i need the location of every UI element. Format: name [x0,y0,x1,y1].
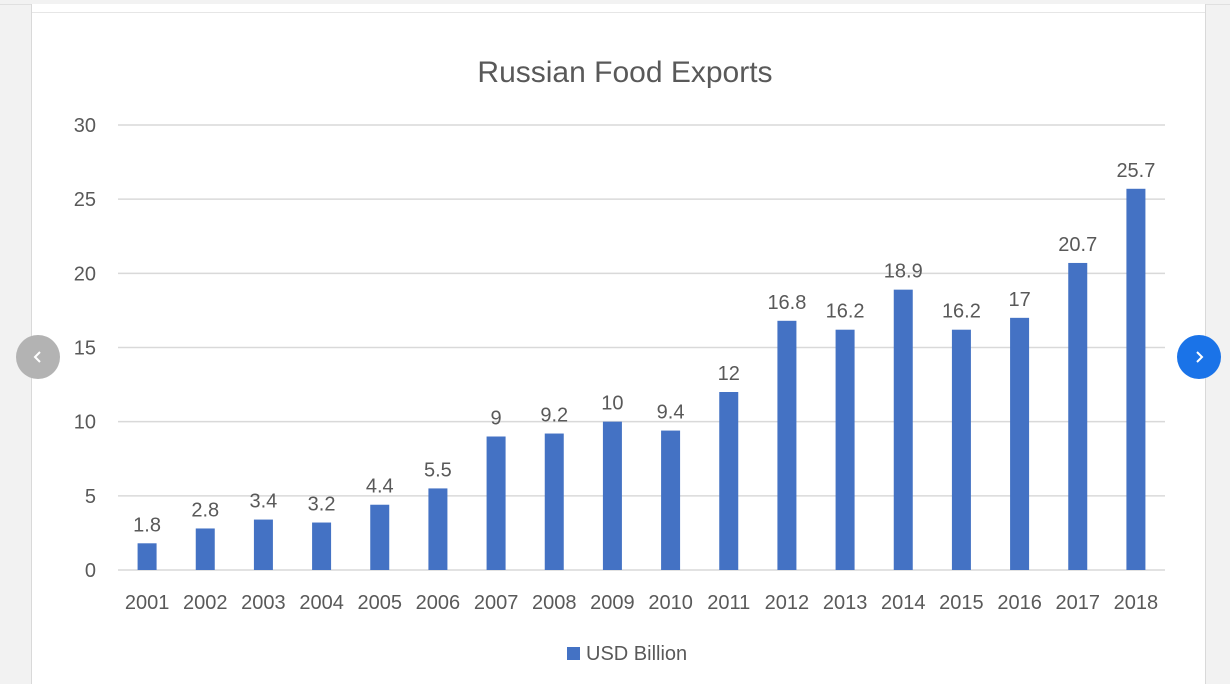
bar-2004 [312,522,332,570]
data-labels: 1.8 2.8 3.4 3.2 4.4 5.5 9 9.2 10 9.4 12 16.8 16.2 18.… [133,160,1155,537]
bar-2016 [1010,317,1030,570]
chart-title: Russian Food Exports [477,56,772,89]
y-tick-label: 20 [74,263,96,285]
x-tick-label-2018: 2018 [1114,592,1159,614]
x-tick-label-2014: 2014 [881,592,926,614]
data-label-2013: 16.2 [826,301,865,323]
x-tick-label-2001: 2001 [125,592,170,614]
data-label-2007: 9 [491,408,502,430]
y-tick-label: 0 [85,560,96,582]
bar-2013 [835,329,855,570]
data-label-2002: 2.8 [191,499,219,521]
data-label-2009: 10 [601,393,623,415]
x-tick-label-2015: 2015 [939,592,984,614]
x-tick-label-2005: 2005 [358,592,403,614]
gridlines [118,124,1165,571]
bar-2014 [893,289,913,570]
bar-2001 [137,543,157,570]
x-axis-ticks: 2001 2002 2003 2004 2005 2006 2007 2008 2009 2010… [125,592,1158,614]
bar-2017 [1068,262,1088,570]
data-label-2001: 1.8 [133,514,161,536]
y-tick-label: 10 [74,412,96,434]
chevron-left-icon [33,351,41,363]
bar-2007 [486,436,506,570]
data-label-2006: 5.5 [424,459,452,481]
data-label-2018: 25.7 [1116,160,1155,182]
data-label-2016: 17 [1008,289,1030,311]
bar-2008 [544,433,564,570]
x-tick-label-2002: 2002 [183,592,228,614]
bar-2018 [1126,188,1146,571]
y-axis-ticks: 0 5 10 15 20 25 30 [74,115,96,582]
x-tick-label-2003: 2003 [241,592,286,614]
y-tick-label: 25 [74,189,96,211]
bars [137,188,1146,571]
bar-2009 [602,421,622,570]
data-label-2010: 9.4 [657,402,685,424]
x-tick-label-2006: 2006 [416,592,461,614]
data-label-2014: 18.9 [884,261,923,283]
x-tick-label-2004: 2004 [299,592,344,614]
carousel-prev-button[interactable] [16,335,60,379]
bar-2005 [370,504,390,570]
y-tick-label: 15 [74,338,96,360]
x-tick-label-2016: 2016 [997,592,1042,614]
carousel-next-button[interactable] [1177,335,1221,379]
data-label-2011: 12 [718,363,740,385]
data-label-2015: 16.2 [942,301,981,323]
x-tick-label-2012: 2012 [765,592,810,614]
x-tick-label-2017: 2017 [1056,592,1101,614]
card-divider [32,12,1205,13]
x-tick-label-2008: 2008 [532,592,577,614]
bar-chart: 0 5 10 15 20 25 30 1.8 2.8 3.4 3.2 4.4 5.5 9 9.2 10 9.4… [74,56,1165,665]
x-tick-label-2010: 2010 [648,592,693,614]
data-label-2004: 3.2 [308,494,336,516]
data-label-2017: 20.7 [1058,234,1097,256]
y-tick-label: 30 [74,115,96,137]
chart-card: 0 5 10 15 20 25 30 1.8 2.8 3.4 3.2 4.4 5.5 9 9.2 10 9.4… [31,4,1206,684]
legend-swatch [567,647,580,660]
data-label-2005: 4.4 [366,476,394,498]
data-label-2008: 9.2 [540,405,568,427]
x-tick-label-2009: 2009 [590,592,635,614]
legend-label: USD Billion [586,643,687,665]
data-label-2003: 3.4 [250,491,278,513]
bar-2015 [951,329,971,570]
x-tick-label-2007: 2007 [474,592,519,614]
bar-2011 [719,392,739,570]
x-tick-label-2011: 2011 [707,592,750,614]
data-label-2012: 16.8 [767,292,806,314]
bar-2010 [661,430,681,570]
bar-2012 [777,320,797,570]
bar-2002 [195,528,215,570]
bar-2006 [428,488,448,570]
x-tick-label-2013: 2013 [823,592,868,614]
y-tick-label: 5 [85,486,96,508]
bar-2003 [253,519,273,570]
legend: USD Billion [567,643,687,665]
chevron-right-icon [1196,351,1204,363]
